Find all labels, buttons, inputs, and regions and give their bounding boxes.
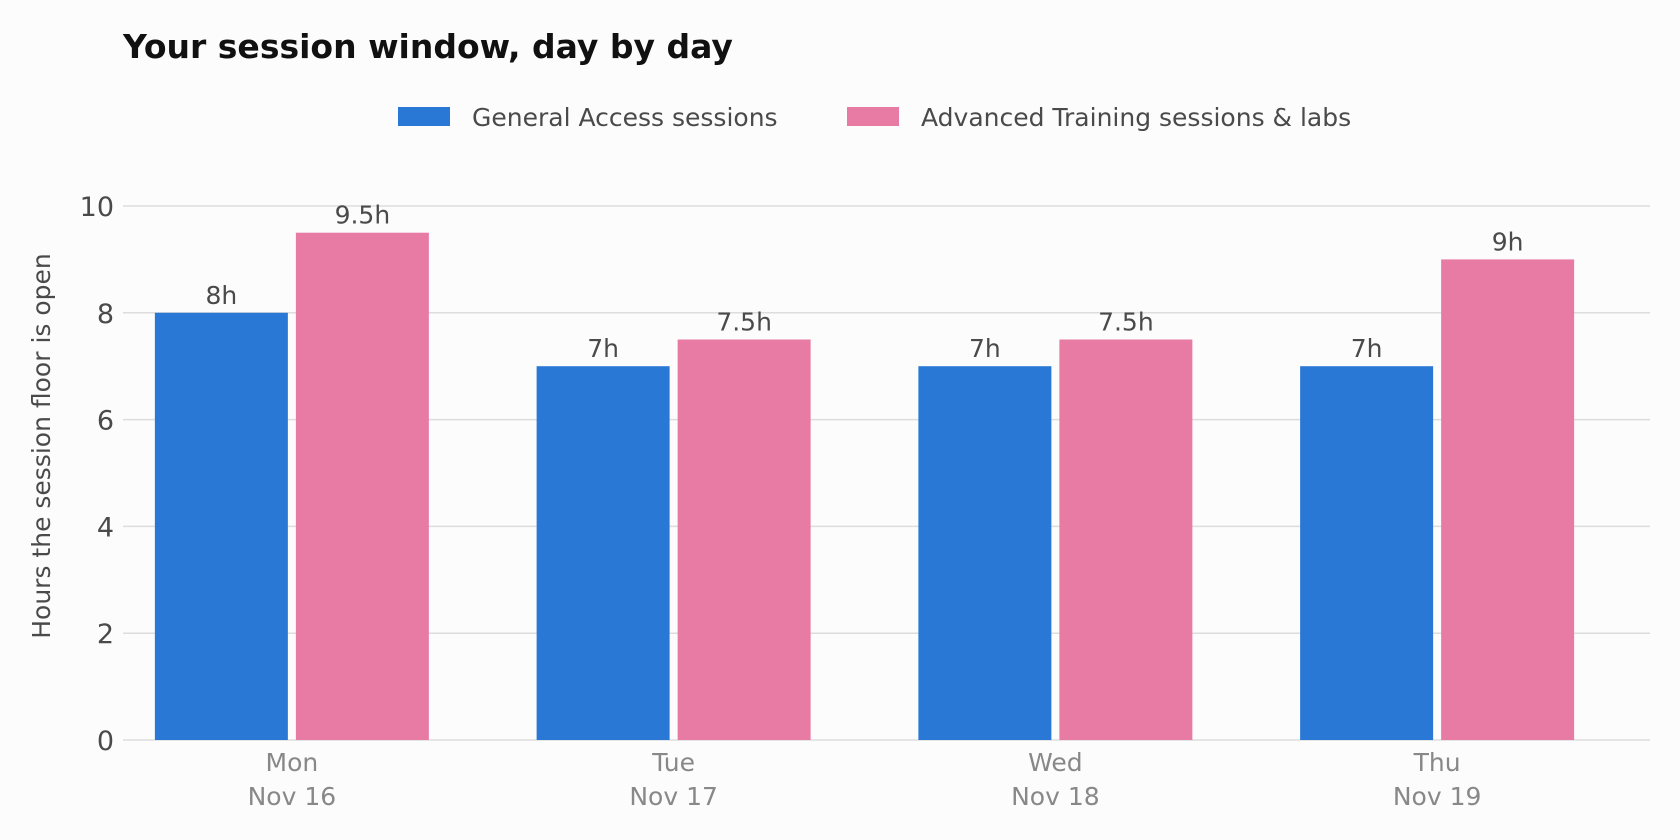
bar-advanced-training-wed	[1059, 339, 1193, 740]
data-label-advanced-training-tue: 7.5h	[716, 308, 772, 337]
y-tick-label: 0	[97, 726, 114, 757]
y-tick-label: 4	[97, 512, 114, 543]
legend: General Access sessions Advanced Trainin…	[398, 103, 1351, 132]
x-tick-day: Mon	[266, 748, 319, 777]
data-label-advanced-training-mon: 9.5h	[335, 201, 391, 230]
bar-general-access-thu	[1300, 366, 1434, 740]
bar-general-access-mon	[154, 312, 288, 740]
data-label-advanced-training-thu: 9h	[1492, 227, 1524, 256]
x-tick-day: Tue	[651, 748, 695, 777]
legend-label-advanced-training: Advanced Training sessions & labs	[921, 103, 1351, 132]
bar-general-access-wed	[918, 366, 1052, 740]
y-tick-label: 8	[97, 299, 114, 330]
bar-advanced-training-thu	[1441, 259, 1575, 740]
y-tick-label: 6	[97, 406, 114, 437]
legend-label-general-access: General Access sessions	[472, 103, 778, 132]
bar-advanced-training-mon	[295, 232, 429, 740]
y-tick-label: 10	[80, 192, 114, 223]
data-label-general-access-wed: 7h	[969, 334, 1001, 363]
bars	[154, 232, 1575, 740]
bar-advanced-training-tue	[677, 339, 811, 740]
y-axis-ticks: 0 2 4 6 8 10	[80, 192, 114, 757]
y-axis-label: Hours the session floor is open	[27, 253, 56, 639]
data-labels: 8h 9.5h 7h 7.5h 7h 7.5h 7h 9h	[205, 201, 1523, 364]
data-label-general-access-mon: 8h	[205, 281, 237, 310]
bar-general-access-tue	[536, 366, 670, 740]
data-label-general-access-tue: 7h	[587, 334, 619, 363]
x-axis-ticks: Mon Nov 16 Tue Nov 17 Wed Nov 18 Thu Nov 19	[248, 748, 1482, 811]
x-tick-date: Nov 19	[1393, 782, 1482, 811]
x-tick-date: Nov 16	[248, 782, 337, 811]
data-label-advanced-training-wed: 7.5h	[1098, 308, 1154, 337]
y-tick-label: 2	[97, 619, 114, 650]
x-tick-date: Nov 17	[629, 782, 718, 811]
x-tick-date: Nov 18	[1011, 782, 1100, 811]
x-tick-day: Wed	[1028, 748, 1083, 777]
x-tick-day: Thu	[1413, 748, 1461, 777]
chart-title: Your session window, day by day	[122, 27, 733, 66]
legend-swatch-advanced-training	[847, 107, 899, 126]
legend-swatch-general-access	[398, 107, 450, 126]
data-label-general-access-thu: 7h	[1351, 334, 1383, 363]
